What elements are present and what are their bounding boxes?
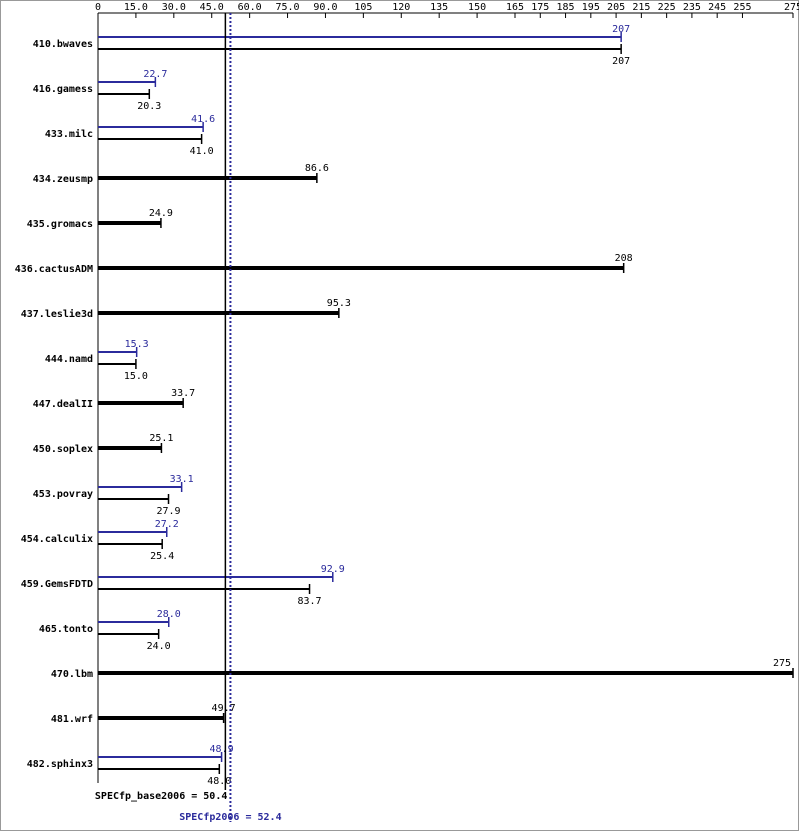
category-label: 459.GemsFDTD bbox=[21, 579, 93, 590]
x-tick-label: 30.0 bbox=[162, 2, 186, 13]
value-label: 207 bbox=[612, 24, 630, 35]
x-tick-label: 150 bbox=[468, 2, 486, 13]
value-label: 207 bbox=[612, 56, 630, 67]
value-label: 41.6 bbox=[191, 114, 215, 125]
value-label: 49.7 bbox=[212, 703, 236, 714]
x-tick-label: 135 bbox=[430, 2, 448, 13]
x-tick-label: 45.0 bbox=[200, 2, 224, 13]
value-label: 27.9 bbox=[156, 506, 180, 517]
value-label: 24.9 bbox=[149, 208, 173, 219]
value-label: 25.1 bbox=[149, 433, 173, 444]
value-label: 22.7 bbox=[143, 69, 167, 80]
x-tick-label: 215 bbox=[632, 2, 650, 13]
category-label: 453.povray bbox=[33, 489, 93, 500]
value-label: 20.3 bbox=[137, 101, 161, 112]
category-label: 482.sphinx3 bbox=[27, 758, 93, 770]
value-label: 48.9 bbox=[210, 744, 234, 755]
x-tick-label: 105 bbox=[354, 2, 372, 13]
value-label: 95.3 bbox=[327, 298, 351, 309]
reference-label: SPECfp2006 = 52.4 bbox=[179, 812, 281, 823]
x-tick-label: 205 bbox=[607, 2, 625, 13]
category-label: 470.lbm bbox=[51, 669, 93, 680]
category-label: 433.milc bbox=[45, 128, 93, 140]
category-label: 450.soplex bbox=[33, 444, 93, 455]
category-label: 435.gromacs bbox=[27, 219, 93, 230]
value-label: 24.0 bbox=[147, 641, 171, 652]
value-label: 208 bbox=[615, 253, 633, 264]
x-tick-label: 15.0 bbox=[124, 2, 148, 13]
value-label: 83.7 bbox=[297, 596, 321, 607]
category-label: 444.namd bbox=[45, 354, 93, 365]
value-label: 86.6 bbox=[305, 163, 329, 174]
value-label: 33.1 bbox=[170, 474, 194, 485]
x-tick-label: 245 bbox=[708, 2, 726, 13]
x-tick-label: 255 bbox=[733, 2, 751, 13]
x-tick-label: 175 bbox=[531, 2, 549, 13]
category-label: 454.calculix bbox=[21, 533, 93, 545]
category-label: 410.bwaves bbox=[33, 39, 93, 50]
category-label: 436.cactusADM bbox=[15, 264, 93, 275]
category-label: 416.gamess bbox=[33, 84, 93, 95]
x-tick-label: 0 bbox=[95, 2, 101, 13]
value-label: 33.7 bbox=[171, 388, 195, 399]
x-tick-label: 75.0 bbox=[275, 2, 299, 13]
value-label: 15.0 bbox=[124, 371, 148, 382]
x-tick-label: 120 bbox=[392, 2, 410, 13]
value-label: 48.0 bbox=[207, 776, 231, 787]
x-tick-label: 90.0 bbox=[313, 2, 337, 13]
value-label: 28.0 bbox=[157, 609, 181, 620]
x-tick-label: 185 bbox=[557, 2, 575, 13]
x-tick-label: 235 bbox=[683, 2, 701, 13]
reference-label: SPECfp_base2006 = 50.4 bbox=[95, 791, 227, 802]
value-label: 15.3 bbox=[125, 339, 149, 350]
category-label: 447.dealII bbox=[33, 399, 93, 410]
category-label: 437.leslie3d bbox=[21, 308, 93, 320]
value-label: 275 bbox=[773, 658, 791, 669]
value-label: 92.9 bbox=[321, 564, 345, 575]
value-label: 41.0 bbox=[190, 146, 214, 157]
category-label: 465.tonto bbox=[39, 624, 93, 635]
x-tick-label: 275 bbox=[784, 2, 799, 13]
x-tick-label: 60.0 bbox=[238, 2, 262, 13]
value-label: 25.4 bbox=[150, 551, 174, 562]
x-tick-label: 165 bbox=[506, 2, 524, 13]
x-tick-label: 195 bbox=[582, 2, 600, 13]
x-tick-label: 225 bbox=[658, 2, 676, 13]
category-label: 481.wrf bbox=[51, 714, 93, 725]
value-label: 27.2 bbox=[155, 519, 179, 530]
category-label: 434.zeusmp bbox=[33, 174, 93, 185]
